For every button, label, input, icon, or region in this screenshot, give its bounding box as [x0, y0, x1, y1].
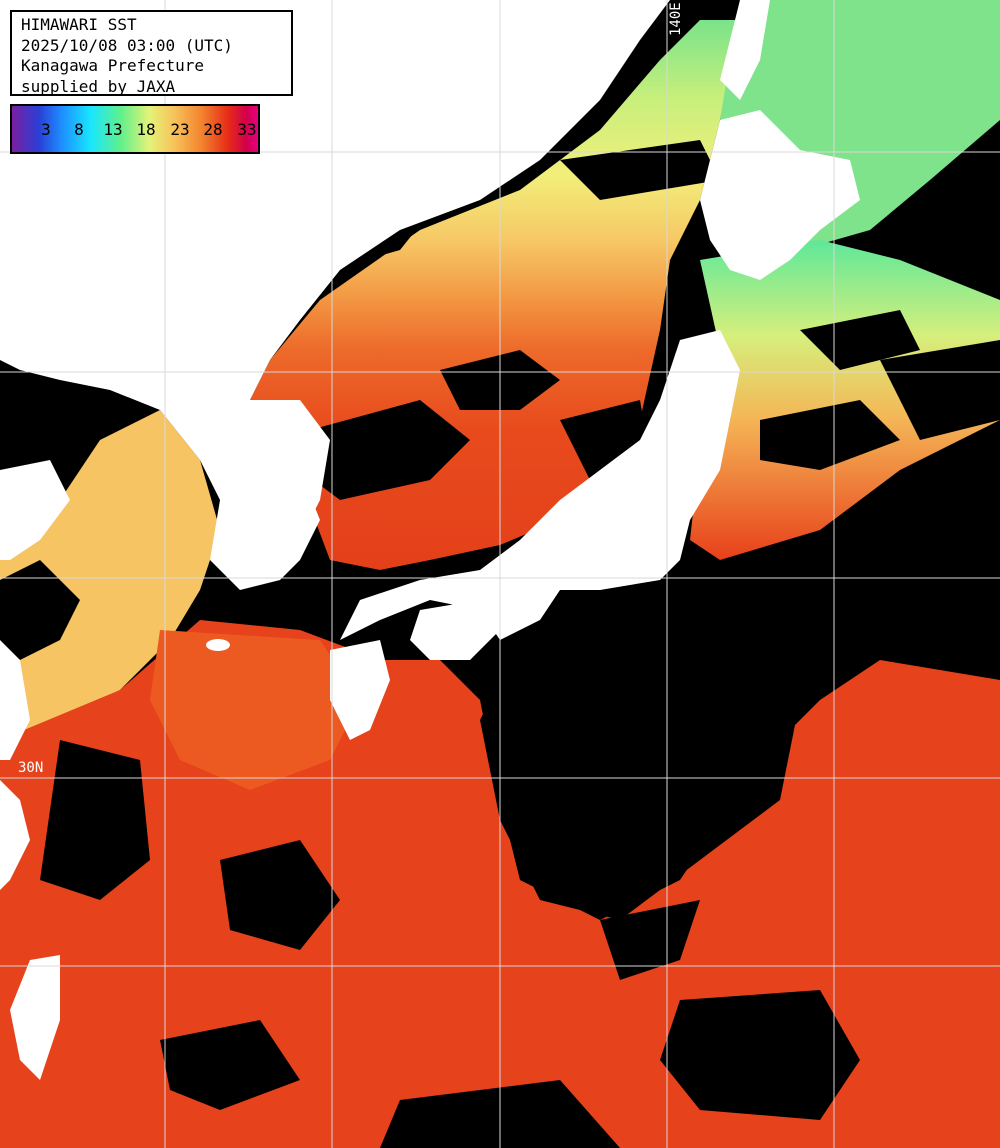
- data-credit: supplied by JAXA: [21, 76, 176, 96]
- observation-datetime: 2025/10/08 03:00 (UTC): [21, 35, 233, 55]
- region-name: Kanagawa Prefecture: [21, 56, 205, 75]
- legend-ticks: 3 8 13 18 23 28 33: [12, 120, 258, 140]
- lat-30n-label: 30N: [18, 760, 44, 776]
- lon-140e-label: 140E: [668, 2, 684, 36]
- color-scale-legend: 3 8 13 18 23 28 33: [10, 104, 260, 154]
- lat-40n-label: 40N: [10, 352, 36, 368]
- cloud-masks: [0, 140, 1000, 1148]
- legend-tick: 28: [203, 120, 223, 139]
- legend-tick: 8: [74, 120, 84, 139]
- legend-tick: 3: [41, 120, 51, 139]
- legend-tick: 23: [170, 120, 190, 139]
- sst-pacific-north: [690, 240, 1000, 560]
- sst-south-band: [150, 630, 360, 790]
- legend-tick: 18: [136, 120, 156, 139]
- product-title: HIMAWARI SST: [21, 15, 137, 34]
- legend-tick: 13: [103, 120, 123, 139]
- legend-tick: 33: [237, 120, 257, 139]
- info-box: HIMAWARI SST 2025/10/08 03:00 (UTC) Kana…: [10, 10, 293, 96]
